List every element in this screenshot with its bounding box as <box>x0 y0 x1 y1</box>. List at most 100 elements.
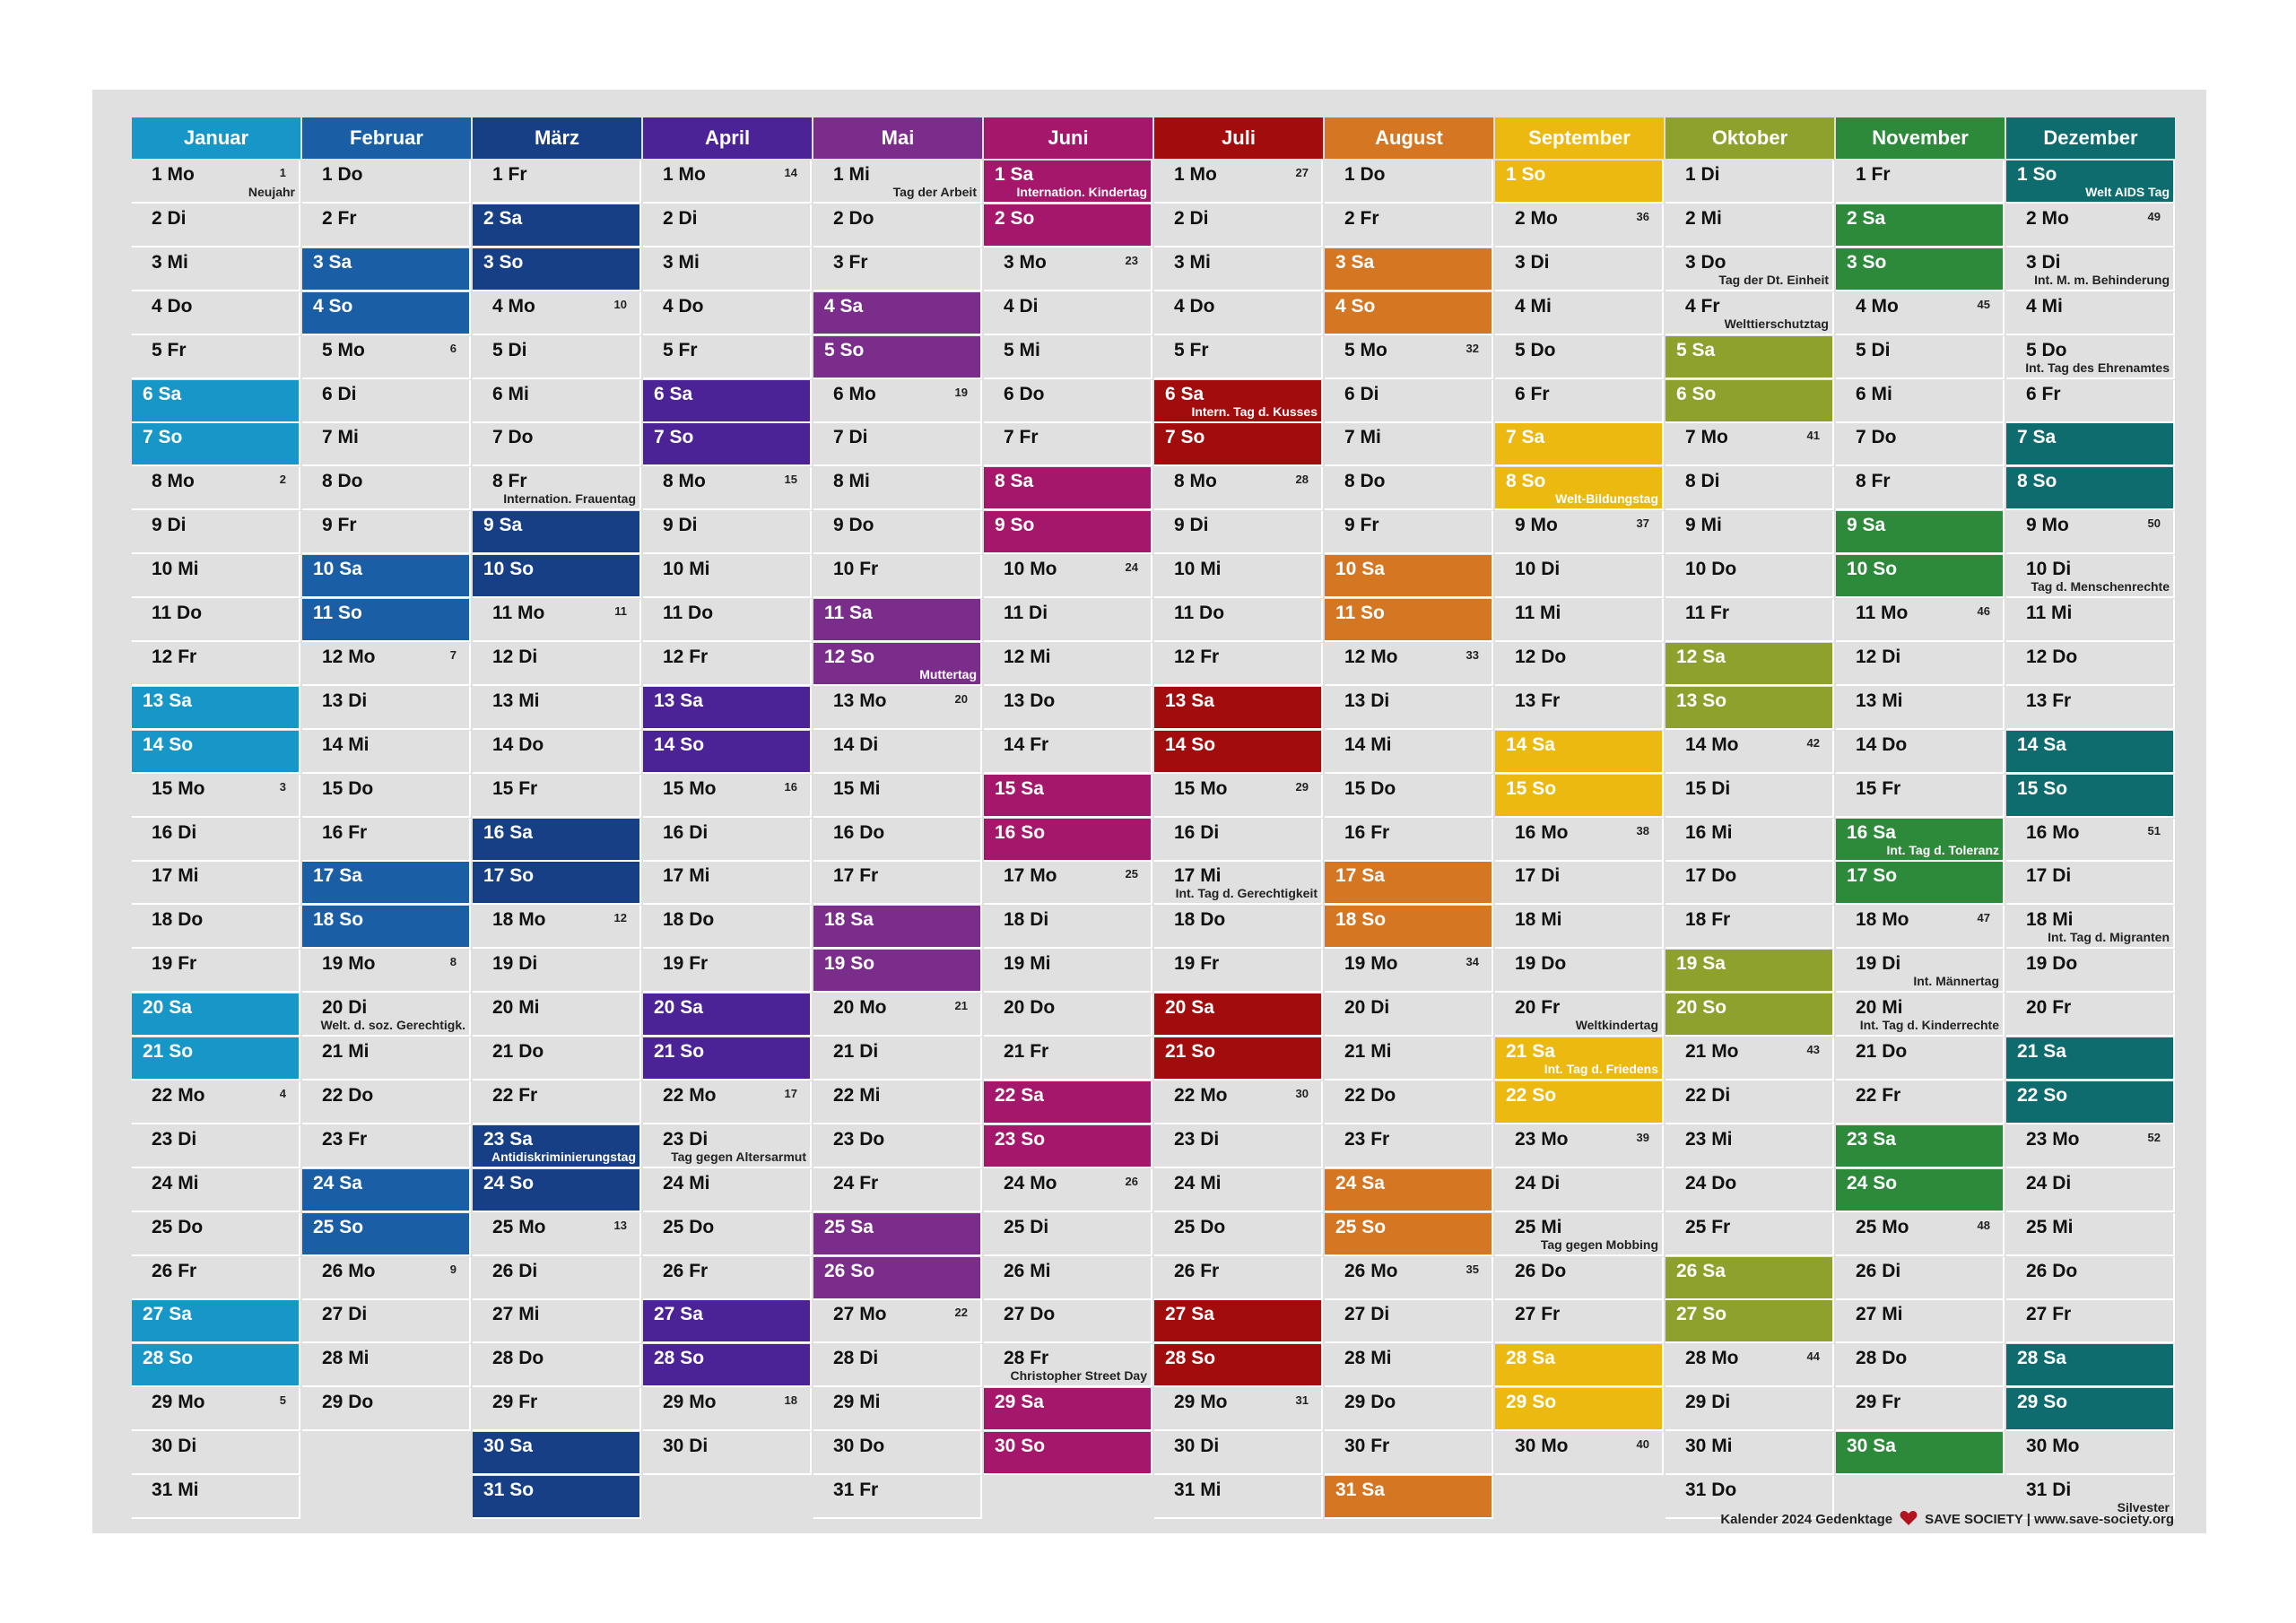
day-label: 19 Mo <box>322 953 376 975</box>
day-cell: 17 Mo 25 <box>984 862 1152 906</box>
observance-label: Christopher Street Day <box>1010 1368 1147 1384</box>
day-label: 13 Fr <box>2026 690 2072 711</box>
day-cell: 28 Mi <box>1325 1344 1493 1388</box>
day-cell: 15 Mi <box>813 774 982 818</box>
day-cell: 28 Fr Christopher Street Day <box>984 1344 1152 1388</box>
week-number: 8 <box>449 955 457 969</box>
day-cell: 21 Do <box>1836 1037 2005 1081</box>
day-label: 31 Di <box>2026 1480 2072 1500</box>
day-cell: 16 Mo 38 <box>1495 818 1664 862</box>
month-column: Dezember 1 So Welt AIDS Tag 2 Mo 49 3 Di Int. … <box>2006 117 2175 1519</box>
day-label: 4 So <box>313 295 353 317</box>
day-label: 6 Fr <box>1515 383 1550 404</box>
day-cell: 4 Mo 45 <box>1836 291 2005 335</box>
day-label: 15 Mi <box>833 777 881 799</box>
day-cell: 7 Do <box>1836 423 2005 467</box>
day-label: 29 Do <box>1344 1392 1396 1413</box>
day-label: 23 Do <box>833 1128 885 1150</box>
day-cell: 20 Mi <box>473 994 641 1037</box>
day-cell: 24 Sa <box>1325 1168 1493 1212</box>
day-cell: 6 Mi <box>1836 379 2005 423</box>
day-cell: 21 Mo 43 <box>1665 1037 1834 1081</box>
day-cell: 31 Mi <box>1154 1476 1323 1519</box>
day-label: 15 Mo <box>663 777 717 799</box>
day-label: 29 Di <box>1685 1392 1731 1413</box>
day-label: 16 Fr <box>1344 821 1390 843</box>
day-cell: 6 Fr <box>2006 379 2175 423</box>
day-cell: 6 Mo 19 <box>813 379 982 423</box>
week-number: 4 <box>279 1086 286 1100</box>
day-label: 12 Mo <box>1344 646 1398 667</box>
day-cell: 6 Mi <box>473 379 641 423</box>
day-label: 21 So <box>143 1041 194 1062</box>
day-label: 15 Fr <box>492 777 538 799</box>
day-cell: 25 So <box>1325 1212 1493 1256</box>
day-label: 10 Di <box>2026 559 2072 580</box>
day-label: 24 Mi <box>152 1172 199 1193</box>
week-number: 30 <box>1295 1086 1309 1100</box>
day-label: 20 Sa <box>143 997 192 1019</box>
day-cell: 21 So <box>1154 1037 1323 1081</box>
footer-brand: SAVE SOCIETY | www.save-society.org <box>1925 1512 2174 1527</box>
day-label: 14 So <box>1165 733 1216 755</box>
day-cell: 2 Fr <box>302 204 471 247</box>
day-cell: 31 Mi <box>132 1476 300 1519</box>
week-number: 26 <box>1125 1174 1138 1188</box>
day-label: 24 Mo <box>1004 1172 1057 1193</box>
day-label: 9 Di <box>152 515 187 536</box>
day-label: 20 Di <box>1344 997 1390 1019</box>
day-cell: 13 Fr <box>1495 686 1664 730</box>
day-label: 2 Sa <box>483 207 523 229</box>
day-cell: 23 Mo 52 <box>2006 1124 2175 1168</box>
day-cell: 17 Mi <box>643 862 812 906</box>
day-label: 18 So <box>313 909 364 931</box>
day-cell: 16 Mo 51 <box>2006 818 2175 862</box>
day-cell: 27 Fr <box>2006 1300 2175 1344</box>
day-cell: 5 Do Int. Tag des Ehrenamtes <box>2006 335 2175 379</box>
day-label: 18 So <box>1335 909 1387 931</box>
day-cell: 29 Fr <box>1836 1388 2005 1432</box>
day-label: 1 Sa <box>995 164 1034 185</box>
day-cell: 27 Di <box>1325 1300 1493 1344</box>
day-cell: 8 So Welt-Bildungstag <box>1495 467 1664 511</box>
day-cell: 22 Do <box>1325 1081 1493 1124</box>
day-cell: 10 Mi <box>1154 555 1323 599</box>
day-cell: 6 Sa <box>643 379 812 423</box>
day-cell: 11 Fr <box>1665 599 1834 642</box>
day-label: 5 Do <box>2026 339 2067 360</box>
day-cell: 12 Fr <box>1154 642 1323 686</box>
day-cell: 13 Mo 20 <box>813 686 982 730</box>
day-label: 12 Fr <box>152 646 197 667</box>
week-number: 38 <box>1636 823 1649 838</box>
week-number: 36 <box>1636 209 1649 223</box>
day-label: 7 Fr <box>1004 427 1039 448</box>
day-label: 26 Mo <box>322 1260 376 1281</box>
day-label: 23 So <box>995 1128 1046 1150</box>
day-label: 25 Di <box>1004 1216 1049 1237</box>
day-label: 14 Mi <box>322 733 370 755</box>
day-cell: 13 Di <box>1325 686 1493 730</box>
observance-label: Int. Männertag <box>1913 974 1999 989</box>
day-cell: 15 Fr <box>1836 774 2005 818</box>
day-label: 30 Do <box>833 1436 885 1457</box>
day-cell: 18 Di <box>984 906 1152 950</box>
day-cell: 23 Do <box>813 1124 982 1168</box>
day-label: 15 Di <box>1685 777 1731 799</box>
day-label: 17 So <box>483 865 535 887</box>
day-label: 16 Fr <box>322 821 368 843</box>
day-cell: 20 Sa <box>132 994 300 1037</box>
day-cell: 15 Fr <box>473 774 641 818</box>
day-cell: 2 Mo 49 <box>2006 204 2175 247</box>
observance-label: Silvester <box>2117 1500 2170 1515</box>
day-cell: 16 Di <box>1154 818 1323 862</box>
day-label: 28 Sa <box>2017 1348 2066 1369</box>
week-number: 11 <box>614 604 627 618</box>
day-cell: 8 Mo 2 <box>132 467 300 511</box>
day-cell: 26 So <box>813 1256 982 1300</box>
week-number: 17 <box>784 1086 797 1100</box>
day-cell: 2 Do <box>813 204 982 247</box>
day-label: 27 Mo <box>833 1304 887 1325</box>
day-cell: 1 Sa Internation. Kindertag <box>984 161 1152 204</box>
day-label: 13 Di <box>1344 690 1390 711</box>
day-cell: 4 So <box>1325 291 1493 335</box>
